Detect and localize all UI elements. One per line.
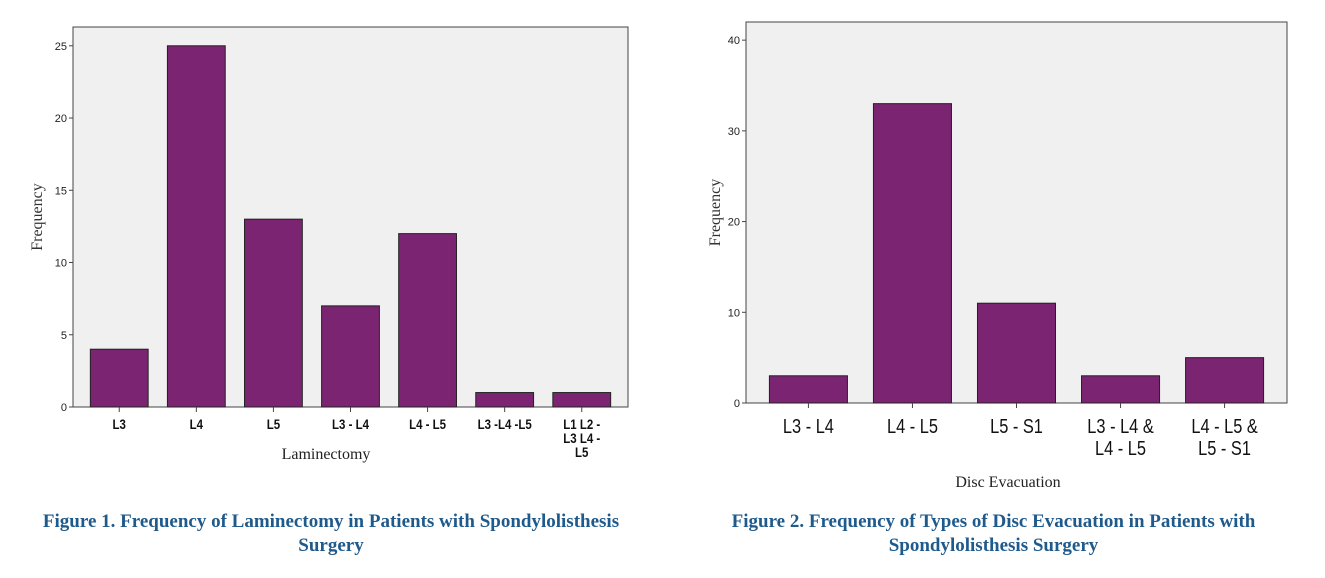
bar xyxy=(166,45,226,408)
bar xyxy=(398,233,457,408)
x-axis-label: Laminectomy xyxy=(282,446,371,463)
x-tick-label: L4 xyxy=(190,416,204,432)
bar xyxy=(976,302,1057,404)
y-tick-label: 10 xyxy=(728,307,740,319)
y-tick-label: 25 xyxy=(55,41,67,53)
x-tick-label: L5 - S1 xyxy=(990,414,1043,437)
laminectomy-chart: 0 5 10 15 20 25 Frequency L3 L4 L5 L3 - L4 L4 - L5 L… xyxy=(29,26,629,463)
caption-line: Figure 2. Frequency of Types of Disc Eva… xyxy=(731,511,1256,532)
y-tick-label: 20 xyxy=(728,217,740,229)
caption-line: Surgery xyxy=(298,535,364,556)
figure-2-caption: Figure 2. Frequency of Types of Disc Eva… xyxy=(662,510,1325,558)
y-axis-label: Frequency xyxy=(707,179,724,247)
x-tick-label: L4 - L5 xyxy=(409,416,446,432)
x-axis-label: Disc Evacuation xyxy=(955,474,1060,491)
bar xyxy=(768,375,848,404)
bar xyxy=(1081,375,1161,404)
y-tick-label: 0 xyxy=(61,402,67,414)
y-tick-label: 0 xyxy=(734,398,740,410)
bar xyxy=(321,305,380,408)
figure-1: 0 5 10 15 20 25 Frequency L3 L4 L5 L3 - L4 L4 - L5 L… xyxy=(0,0,662,578)
figure-1-caption: Figure 1. Frequency of Laminectomy in Pa… xyxy=(0,510,662,558)
y-tick-label: 40 xyxy=(728,35,740,47)
x-tick-label: L5 - S1 xyxy=(1198,436,1251,459)
bar xyxy=(475,392,535,408)
x-tick-label: L4 - L5 & xyxy=(1191,414,1257,437)
y-tick-label: 15 xyxy=(55,185,67,197)
x-tick-label: L5 xyxy=(575,444,588,460)
bar xyxy=(89,348,149,408)
y-tick-label: 30 xyxy=(728,126,740,138)
x-tick-label: L3 xyxy=(113,416,126,432)
y-tick-label: 5 xyxy=(61,330,67,342)
bar xyxy=(872,103,952,404)
x-tick-label: L3 - L4 xyxy=(783,414,834,437)
y-tick-label: 10 xyxy=(55,258,67,270)
y-axis-label: Frequency xyxy=(29,183,46,251)
x-tick-label: L4 - L5 xyxy=(1095,436,1146,459)
x-tick-label: L4 - L5 xyxy=(887,414,938,437)
x-tick-label: L5 xyxy=(267,416,280,432)
x-tick-label: L3 -L4 -L5 xyxy=(478,416,532,432)
caption-line: Figure 1. Frequency of Laminectomy in Pa… xyxy=(42,511,620,532)
figure-2: 0 10 20 30 40 Frequency L3 - L4 L4 - L5 L5 - S1 L… xyxy=(662,0,1325,578)
x-tick-label: L1 L2 - xyxy=(563,416,600,432)
x-tick-label: L3 L4 - xyxy=(563,430,600,446)
x-tick-label: L3 - L4 xyxy=(332,416,370,432)
y-tick-label: 20 xyxy=(55,113,67,125)
caption-line: Spondylolisthesis Surgery xyxy=(888,535,1099,556)
bar xyxy=(552,392,612,408)
bar xyxy=(1185,357,1265,404)
x-tick-label: L3 - L4 & xyxy=(1087,414,1153,437)
bar xyxy=(244,218,303,408)
